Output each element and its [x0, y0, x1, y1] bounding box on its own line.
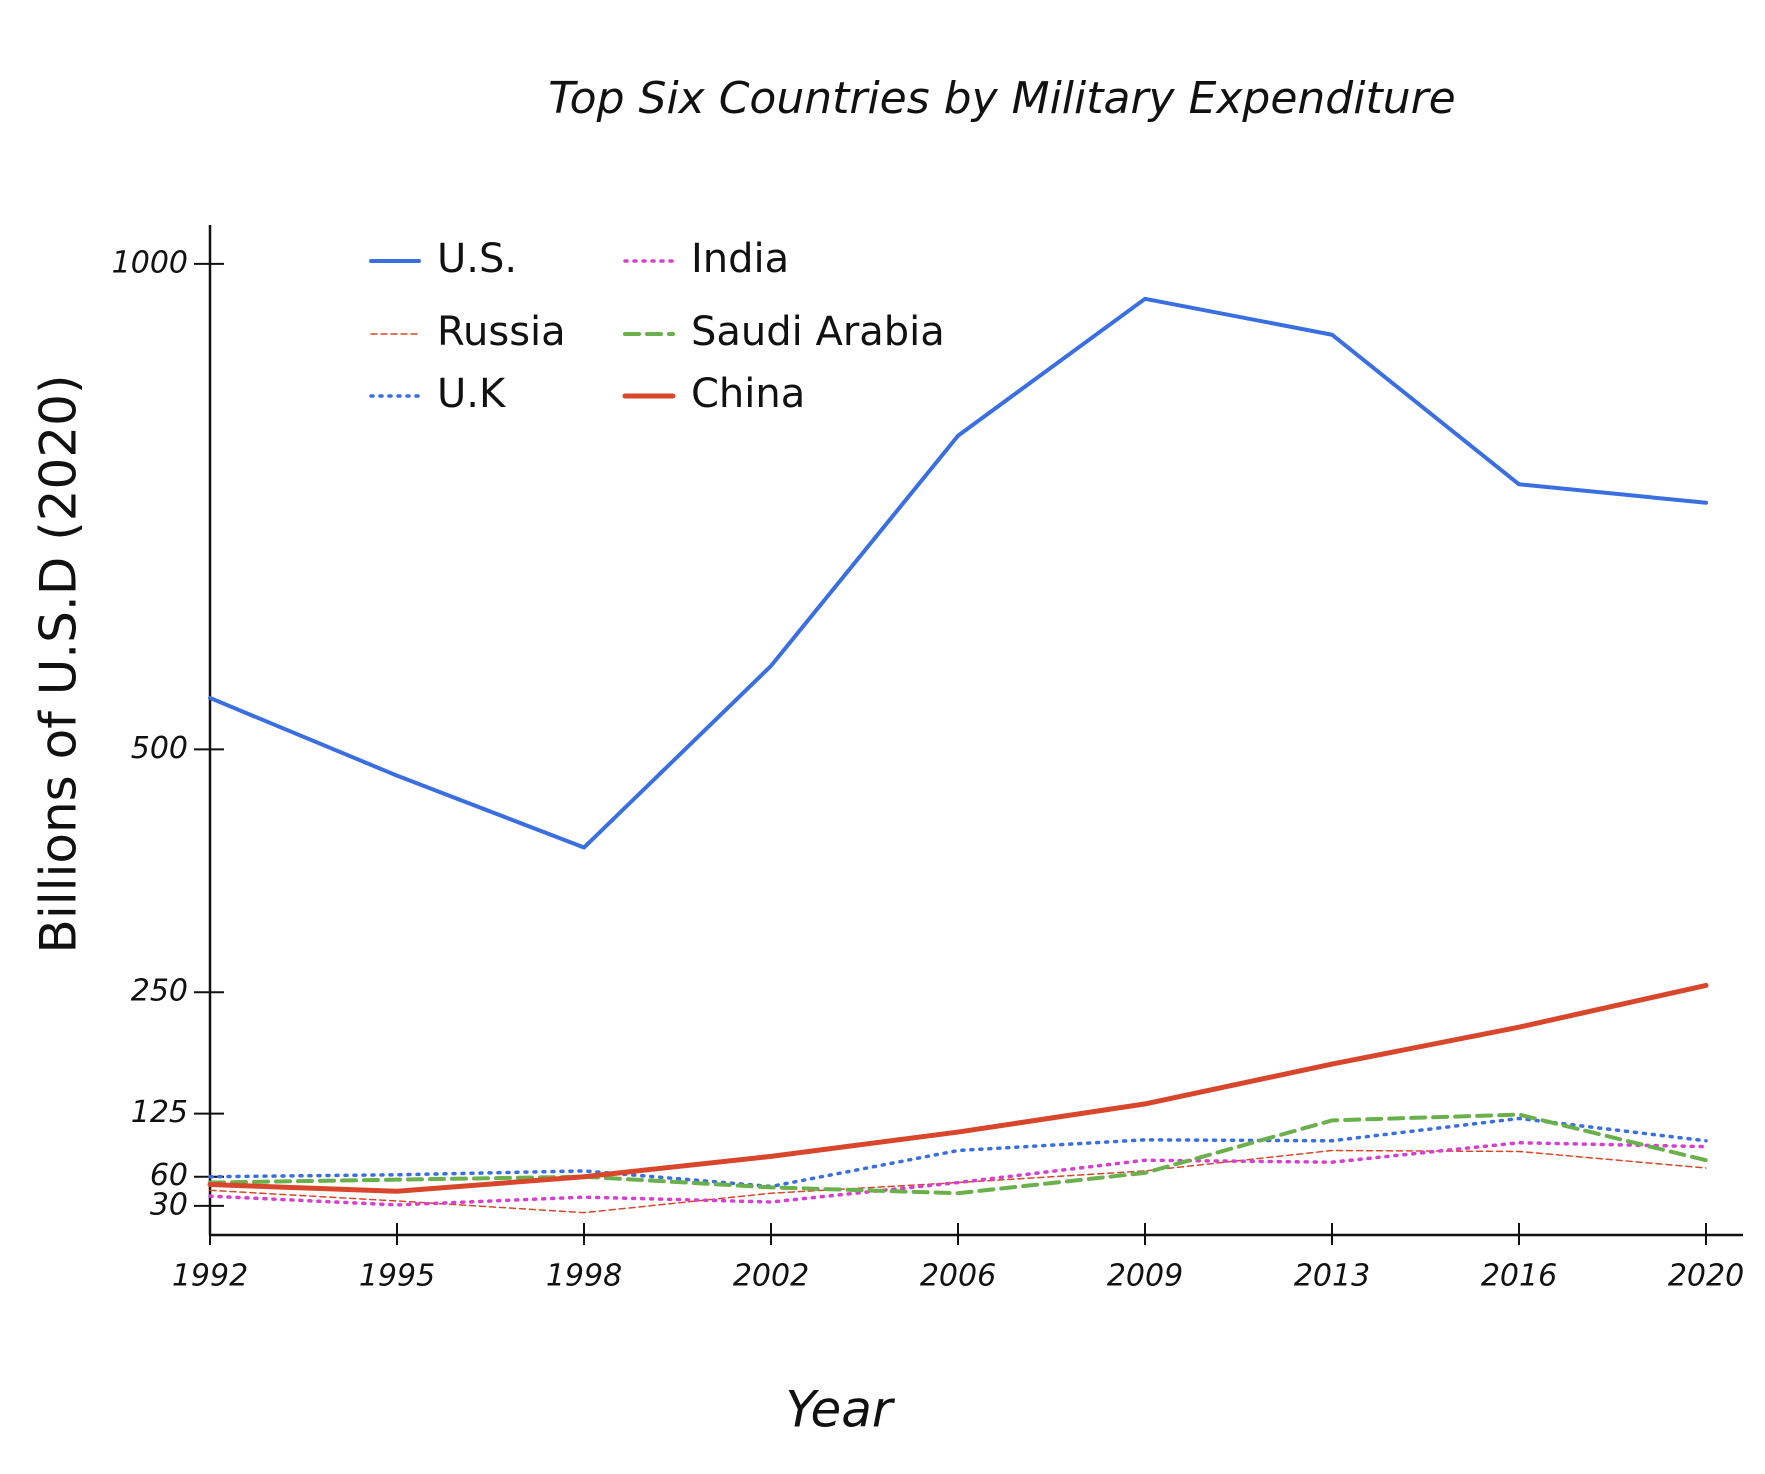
series-line [208, 296, 1708, 850]
series-line [208, 1116, 1708, 1189]
y-tick-label: 125 [131, 1095, 188, 1130]
y-tick-label: 500 [131, 731, 188, 766]
x-tick-label: 2013 [1294, 1259, 1370, 1294]
x-tick-label: 1995 [359, 1259, 435, 1294]
series-line [208, 1112, 1708, 1196]
x-axis-label: Year [785, 1381, 895, 1439]
y-axis-label: Billions of U.S.D (2020) [30, 375, 88, 954]
series-line [207, 982, 1709, 1194]
x-tick-label: 2009 [1107, 1259, 1183, 1294]
y-tick-label: 250 [131, 974, 188, 1009]
x-tick-label: 1998 [546, 1259, 622, 1294]
x-tick-label: 1992 [172, 1259, 248, 1294]
legend-label: U.S. [437, 236, 517, 282]
legend-label: Russia [437, 309, 566, 355]
legend-label: Saudi Arabia [691, 309, 945, 355]
chart-title: Top Six Countries by Military Expenditur… [548, 73, 1456, 124]
y-tick-label: 30 [150, 1187, 188, 1222]
series-line [208, 1140, 1708, 1207]
legend-label: U.K [437, 371, 507, 417]
x-tick-label: 2002 [733, 1259, 809, 1294]
y-tick-label: 1000 [112, 245, 188, 280]
y-tick-label: 60 [150, 1158, 188, 1193]
x-tick-label: 2006 [920, 1259, 996, 1294]
legend-label: China [691, 371, 805, 417]
legend-label: India [691, 236, 789, 282]
x-tick-label: 2016 [1481, 1259, 1557, 1294]
x-tick-label: 2020 [1668, 1259, 1744, 1294]
